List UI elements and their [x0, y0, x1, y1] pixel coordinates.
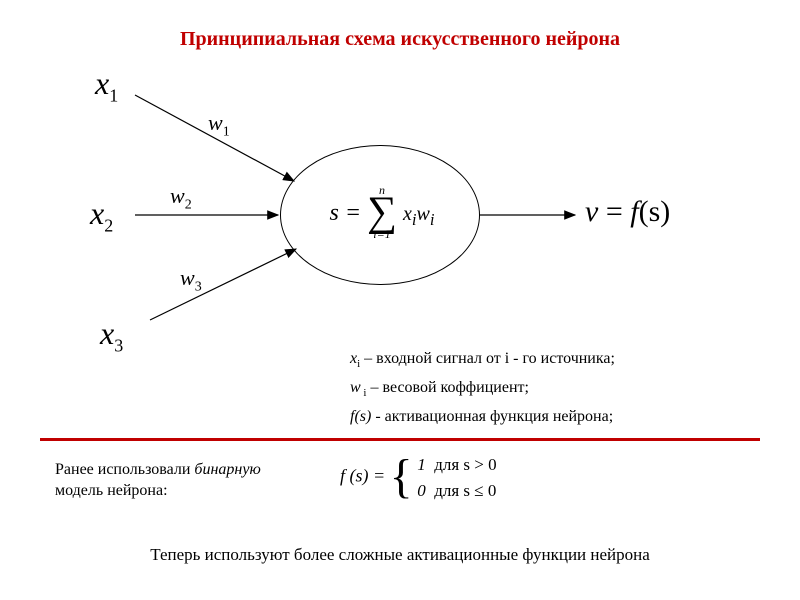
x1-var: x — [95, 65, 109, 101]
out-eq: = — [598, 195, 630, 228]
divider-line — [40, 438, 760, 441]
neuron-diagram: x1 x2 x3 w1 w2 w3 s = n ∑ i=1 xiwi v = f… — [50, 55, 750, 355]
sum-lhs: s = — [329, 200, 361, 226]
out-f: f — [630, 195, 638, 228]
term-x: x — [403, 203, 412, 225]
leg2-text: – весовой коффициент; — [366, 379, 528, 396]
out-v: v — [585, 195, 598, 228]
x1-sub: 1 — [109, 85, 118, 105]
weight-w2: w2 — [170, 183, 192, 213]
leg3-var: f(s) — [350, 408, 371, 425]
brace-icon: { — [390, 458, 413, 496]
legend-line1: xi – входной сигнал от i - го источника; — [350, 345, 615, 374]
input-x1: x1 — [95, 65, 118, 106]
out-s: (s) — [639, 195, 671, 228]
input-x3: x3 — [100, 315, 123, 356]
footer-note: Теперь используют более сложные активаци… — [50, 545, 750, 565]
binary-note: Ранее использовали бинарную модель нейро… — [55, 460, 315, 502]
w2-sub: 2 — [185, 197, 192, 212]
weight-w1: w1 — [208, 110, 230, 140]
term-w: w — [417, 203, 430, 225]
w2-var: w — [170, 183, 185, 208]
legend-line3: f(s) - активационная функция нейрона; — [350, 403, 615, 430]
page-title: Принципиальная схема искусственного нейр… — [0, 28, 800, 51]
leg1-text: – входной сигнал от i - го источника; — [360, 350, 615, 367]
sigma-icon: ∑ — [367, 198, 397, 227]
legend: xi – входной сигнал от i - го источника;… — [350, 345, 615, 430]
x2-var: x — [90, 195, 104, 231]
w3-sub: 3 — [195, 279, 202, 294]
x3-sub: 3 — [114, 335, 123, 355]
pw-c2c: для s ≤ 0 — [434, 481, 496, 500]
footer-text: Теперь используют более сложные активаци… — [150, 545, 650, 564]
leg3-text: - активационная функция нейрона; — [371, 408, 613, 425]
x2-sub: 2 — [104, 215, 113, 235]
x3-var: x — [100, 315, 114, 351]
output-formula: v = f(s) — [585, 195, 670, 229]
weight-w3: w3 — [180, 265, 202, 295]
w3-var: w — [180, 265, 195, 290]
bn-em: бинарную — [194, 461, 260, 478]
w1-var: w — [208, 110, 223, 135]
pw-lhs: f (s) = — [340, 466, 385, 486]
w1-sub: 1 — [223, 124, 230, 139]
pw-c1c: для s > 0 — [434, 455, 496, 474]
piecewise-formula: f (s) = { 1 для s > 0 0 для s ≤ 0 — [340, 452, 497, 503]
bn1: Ранее использовали — [55, 461, 194, 478]
title-text: Принципиальная схема искусственного нейр… — [180, 28, 620, 50]
term-wi: i — [430, 210, 435, 229]
pw-c1v: 1 — [417, 455, 426, 474]
pw-c2v: 0 — [417, 481, 426, 500]
bn2: модель нейрона: — [55, 482, 168, 499]
input-x2: x2 — [90, 195, 113, 236]
leg2-var: w — [350, 379, 361, 396]
legend-line2: w i – весовой коффициент; — [350, 374, 615, 403]
sum-formula: s = n ∑ i=1 xiwi — [302, 185, 462, 244]
